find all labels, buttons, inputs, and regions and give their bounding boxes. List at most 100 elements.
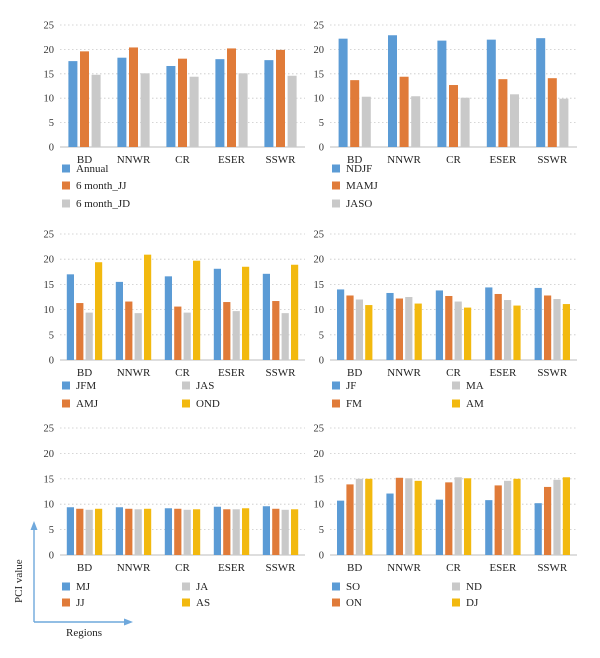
x-tick-label: CR [446, 154, 461, 166]
y-tick-label: 15 [314, 474, 325, 485]
bar [437, 40, 447, 148]
bar [395, 298, 403, 360]
bar [232, 509, 240, 555]
bar [350, 80, 360, 147]
y-tick-label: 25 [314, 424, 325, 435]
bar [189, 76, 199, 147]
chart-panel-5: 0 5 10 15 20 25 BD NNWR CR ESER SSWR MJ JJ JA AS [44, 424, 305, 609]
y-tick-label: 0 [319, 356, 324, 367]
x-tick-label: BD [77, 562, 92, 574]
legend-label: JAS [196, 380, 214, 392]
y-tick-label: 20 [314, 45, 325, 56]
x-tick-label: NNWR [117, 154, 151, 166]
axis-guide: PCI value Regions [13, 521, 133, 639]
bar [115, 507, 123, 555]
legend-swatch [452, 399, 460, 408]
y-tick-label: 20 [44, 255, 55, 266]
bar [85, 509, 93, 555]
y-tick-label: 10 [314, 500, 325, 511]
bar [76, 303, 84, 360]
bar [411, 96, 421, 147]
bar [365, 305, 373, 360]
legend-label: 6 month_JD [76, 198, 130, 210]
bar [544, 295, 552, 360]
bar [272, 508, 280, 555]
bar [287, 75, 297, 147]
x-tick-label: ESER [218, 154, 246, 166]
bar [140, 73, 150, 147]
bar [227, 48, 236, 148]
legend-label: MAMJ [346, 180, 379, 192]
bar [388, 35, 397, 147]
legend: JFM AMJ JAS OND [62, 380, 220, 410]
legend-label: AS [196, 597, 210, 609]
legend-swatch [182, 399, 190, 408]
legend-label: JJ [76, 597, 85, 609]
legend: Annual 6 month_JJ 6 month_JD [62, 163, 130, 210]
legend-swatch [332, 399, 340, 408]
bar [262, 506, 270, 555]
legend-swatch [332, 381, 340, 390]
bar [166, 65, 176, 147]
bar [346, 484, 354, 555]
x-tick-label: SSWR [266, 562, 297, 574]
y-tick-label: 0 [319, 143, 324, 154]
y-tick-label: 20 [314, 449, 325, 460]
bar [193, 509, 201, 555]
legend-swatch [62, 381, 70, 390]
bar [134, 313, 142, 360]
bar [66, 274, 74, 360]
legend-swatch [332, 582, 340, 591]
y-tick-label: 15 [44, 69, 55, 80]
bar [395, 477, 403, 555]
bar [213, 268, 221, 360]
bar [95, 508, 103, 555]
legend-swatch [62, 582, 70, 591]
bar [223, 509, 231, 555]
y-tick-label: 25 [44, 230, 55, 241]
chart-panel-2: 0 5 10 15 20 25 BD NNWR CR ESER SSWR NDJF MAMJ JASO [314, 21, 577, 210]
x-tick-label: NNWR [117, 562, 151, 574]
bar [144, 508, 152, 555]
bar [242, 508, 250, 555]
bar [361, 96, 371, 147]
y-axis-label: PCI value [13, 559, 25, 603]
y-tick-label: 25 [314, 21, 325, 32]
y-tick-label: 20 [44, 45, 55, 56]
bar [464, 307, 472, 360]
legend-label: DJ [466, 597, 479, 609]
bar [66, 507, 74, 555]
bar [405, 297, 413, 360]
x-tick-label: NNWR [387, 367, 421, 379]
legend-swatch [182, 381, 190, 390]
bar [337, 500, 345, 555]
y-tick-label: 25 [44, 424, 55, 435]
bar [337, 289, 345, 360]
bar [547, 78, 557, 147]
y-tick-label: 15 [314, 69, 325, 80]
legend-label: AMJ [76, 398, 99, 410]
legend-label: SO [346, 581, 360, 593]
bar [553, 299, 561, 360]
bar [272, 301, 280, 360]
legend-swatch [182, 598, 190, 607]
bar [183, 312, 191, 360]
legend: SO ON ND DJ [332, 581, 482, 609]
bar [534, 287, 542, 360]
bar [338, 38, 348, 147]
bar [485, 500, 493, 555]
x-tick-label: SSWR [537, 154, 568, 166]
bar [494, 485, 502, 555]
legend-swatch [62, 199, 70, 208]
legend-label: Annual [76, 163, 108, 175]
x-tick-label: ESER [218, 367, 246, 379]
y-tick-label: 10 [314, 305, 325, 316]
bar [164, 276, 172, 360]
y-tick-label: 25 [44, 21, 55, 32]
x-tick-label: CR [175, 154, 190, 166]
bar [355, 478, 363, 555]
bar [454, 477, 462, 555]
legend-swatch [62, 164, 70, 173]
bar [125, 301, 133, 360]
